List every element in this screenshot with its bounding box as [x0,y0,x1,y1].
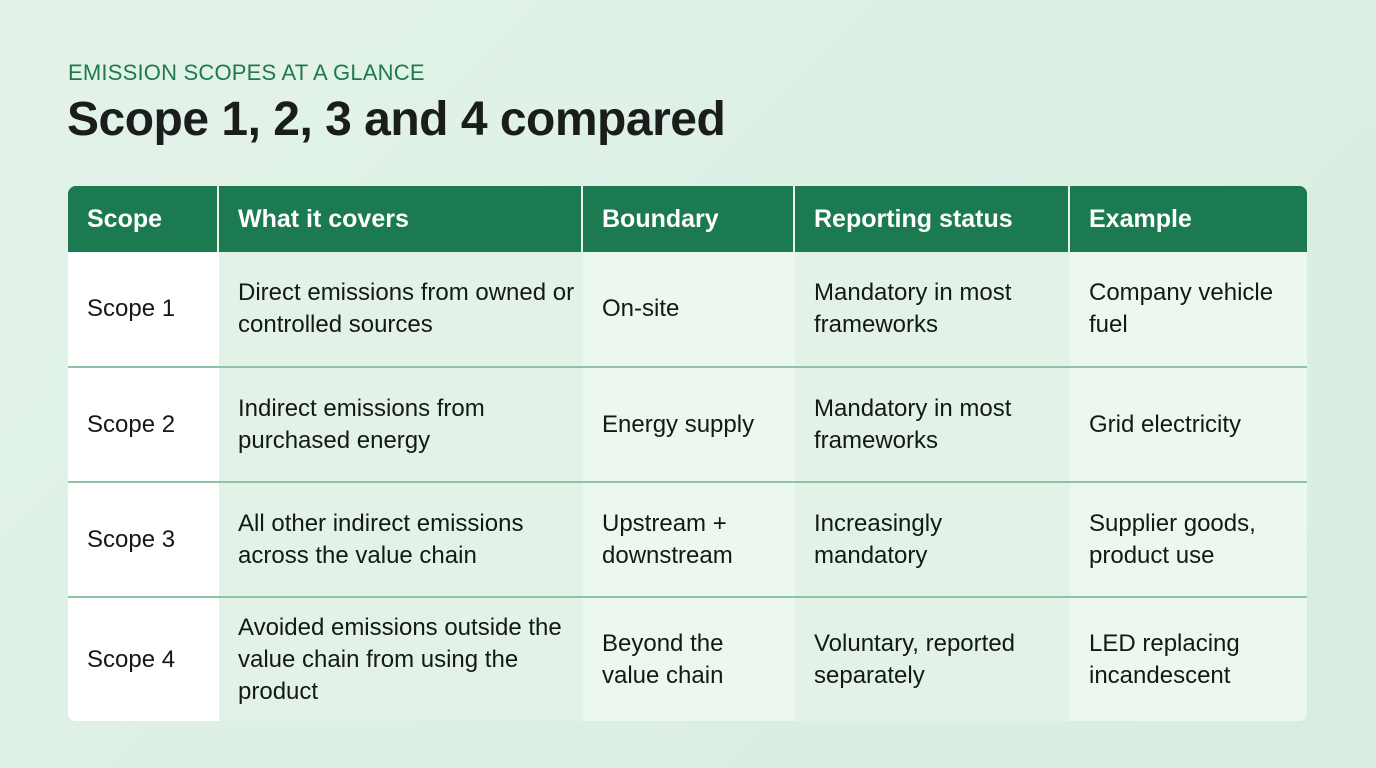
column-header-covers: What it covers [219,186,583,252]
cell-scope: Scope 1 [68,252,219,366]
cell-covers: Direct emissions from owned or controlle… [219,252,583,366]
cell-example: Grid electricity [1070,368,1307,481]
cell-boundary: Upstream + downstream [583,483,795,596]
table-row: Scope 3 All other indirect emissions acr… [68,483,1307,598]
column-header-status: Reporting status [795,186,1070,252]
cell-example: LED replacing incandescent [1070,598,1307,721]
table-row: Scope 4 Avoided emissions outside the va… [68,598,1307,721]
cell-covers: Indirect emissions from purchased energy [219,368,583,481]
cell-status: Voluntary, reported separately [795,598,1070,721]
cell-covers: All other indirect emissions across the … [219,483,583,596]
table-header-row: Scope What it covers Boundary Reporting … [68,186,1307,252]
cell-scope: Scope 3 [68,483,219,596]
cell-example: Company vehicle fuel [1070,252,1307,366]
page-title: Scope 1, 2, 3 and 4 compared [67,93,726,146]
cell-scope: Scope 4 [68,598,219,721]
column-header-scope: Scope [68,186,219,252]
column-header-example: Example [1070,186,1307,252]
cell-scope: Scope 2 [68,368,219,481]
cell-status: Mandatory in most frameworks [795,368,1070,481]
table-row: Scope 2 Indirect emissions from purchase… [68,368,1307,483]
column-header-boundary: Boundary [583,186,795,252]
cell-covers: Avoided emissions outside the value chai… [219,598,583,721]
cell-status: Increasingly mandatory [795,483,1070,596]
cell-status: Mandatory in most frameworks [795,252,1070,366]
scopes-comparison-table: Scope What it covers Boundary Reporting … [68,186,1307,721]
table-row: Scope 1 Direct emissions from owned or c… [68,252,1307,368]
eyebrow-label: EMISSION SCOPES AT A GLANCE [68,60,425,85]
cell-example: Supplier goods, product use [1070,483,1307,596]
cell-boundary: Energy supply [583,368,795,481]
cell-boundary: Beyond the value chain [583,598,795,721]
cell-boundary: On-site [583,252,795,366]
